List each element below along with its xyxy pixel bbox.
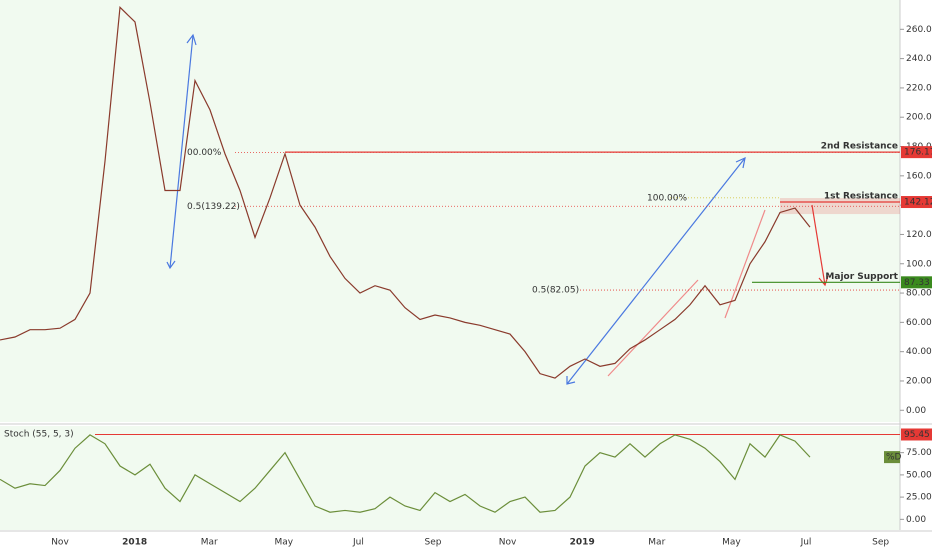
level-name: Major Support [825, 272, 898, 282]
y-tick-label: 20.00 [906, 376, 932, 386]
price-line [0, 6, 811, 379]
x-tick-label: Sep [872, 538, 889, 548]
y-tick-label: 80.00 [906, 289, 932, 299]
level-badge [901, 146, 932, 159]
x-tick-label: Nov [499, 538, 517, 548]
arrow [607, 279, 699, 377]
level-name: 1st Resistance [824, 192, 898, 202]
y-tick-label: 220.00 [906, 83, 932, 93]
x-tick-label: May [722, 538, 741, 548]
main-pane [0, 0, 900, 422]
level-value: 142.12 [904, 198, 932, 208]
arrow [811, 204, 826, 286]
level-badge [901, 276, 932, 289]
arrow [169, 34, 194, 269]
y-tick-label: 120.00 [906, 230, 932, 240]
x-tick-label: May [274, 538, 293, 548]
arrow-head [186, 33, 197, 46]
arrow-head [166, 260, 176, 270]
x-tick-label: Nov [51, 538, 69, 548]
stoch-name: %D [886, 453, 902, 463]
arrow [566, 157, 746, 385]
x-tick-label: Mar [648, 538, 665, 548]
y-tick-label: 0.00 [906, 406, 926, 416]
stoch-level-value: 95.45 [904, 430, 930, 440]
arrow [724, 209, 766, 319]
x-tick-label: Sep [425, 538, 442, 548]
level-badge [901, 196, 932, 209]
y-tick-label: 40.00 [906, 347, 932, 357]
arrows [166, 33, 829, 385]
stoch-pane [0, 426, 900, 530]
fib-label: 0.5(82.05) [532, 286, 579, 296]
arrow-head [566, 376, 576, 385]
stoch-line [0, 434, 811, 513]
level-value: 87.33 [904, 278, 930, 288]
stoch-title: Stoch (55, 5, 3) [4, 430, 74, 440]
stoch-name-badge [884, 451, 900, 464]
fib-label: 0.5(139.22) [187, 202, 240, 212]
y-tick-label: 240.00 [906, 54, 932, 64]
y-tick-label: 75.00 [906, 448, 932, 458]
x-tick-label: Jul [800, 538, 812, 548]
y-tick-label: 260.00 [906, 25, 932, 35]
level-name: 2nd Resistance [821, 142, 898, 152]
fib-label: 100.00% [647, 193, 687, 203]
stoch-level-badge [901, 428, 932, 441]
arrow-head [735, 156, 746, 169]
fib-label: 00.00% [187, 148, 222, 158]
y-tick-label: 0.00 [906, 515, 926, 525]
arrow-head [818, 275, 829, 287]
x-tick-label: Mar [201, 538, 218, 548]
y-tick-label: 25.00 [906, 493, 932, 503]
y-tick-label: 200.00 [906, 113, 932, 123]
y-tick-label: 160.00 [906, 171, 932, 181]
x-tick-label: 2018 [122, 538, 147, 548]
y-tick-label: 50.00 [906, 470, 932, 480]
y-tick-label: 60.00 [906, 318, 932, 328]
level-value: 176.17 [904, 148, 932, 158]
y-tick-label: 100.00 [906, 259, 932, 269]
x-tick-label: 2019 [570, 538, 595, 548]
x-tick-label: Jul [352, 538, 364, 548]
